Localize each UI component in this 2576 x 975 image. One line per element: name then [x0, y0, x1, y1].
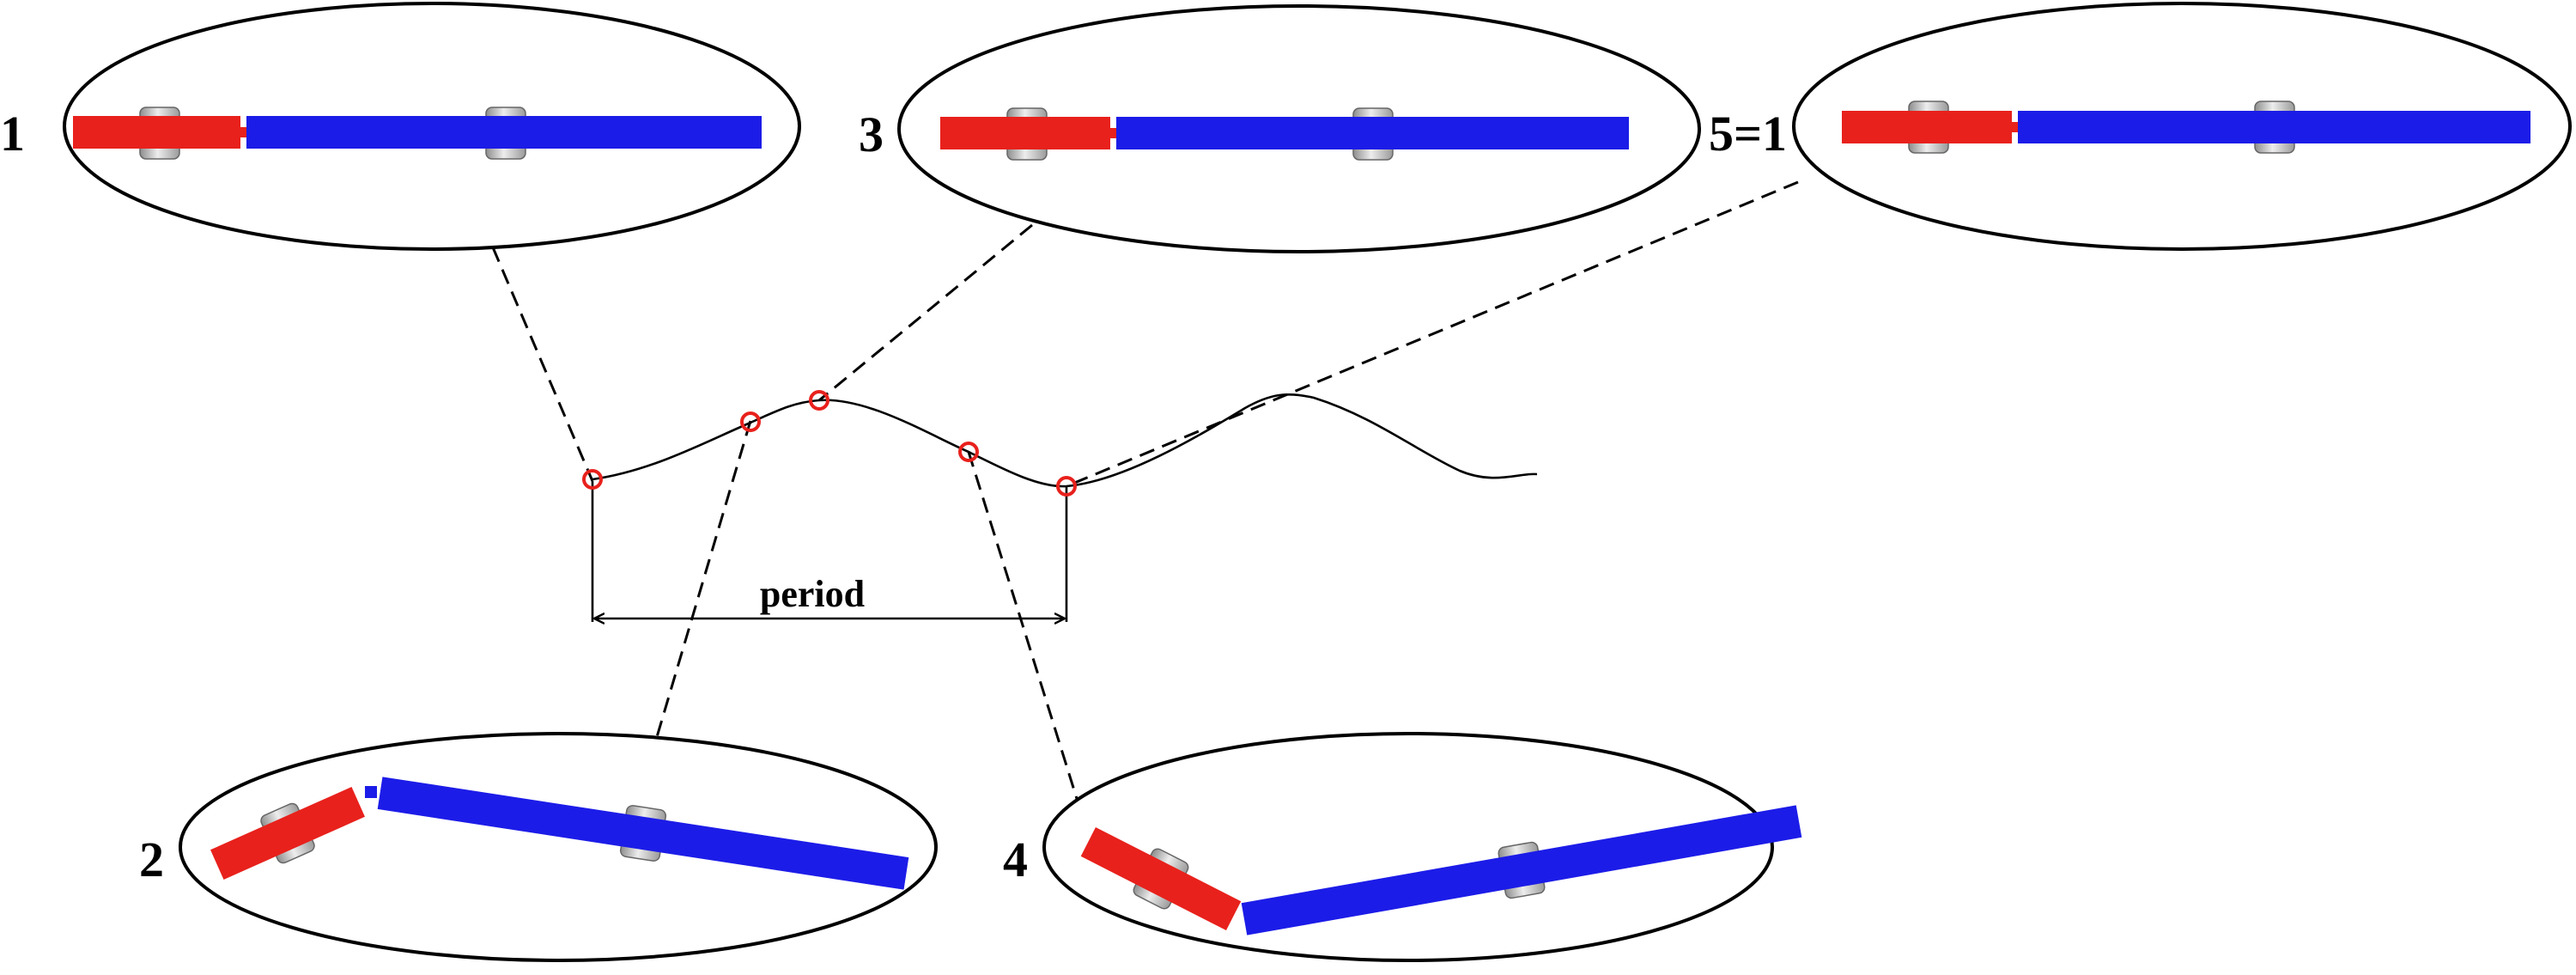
robot-phase-3 [940, 107, 1629, 161]
period-label: period [760, 573, 865, 615]
phase-4-callout: 4 [1003, 732, 1802, 962]
head-segment [73, 116, 240, 149]
phase-5-callout: 5=1 [1709, 2, 2572, 251]
robot-phase-2 [210, 777, 909, 890]
marker-phase-3 [809, 390, 829, 411]
leader-line-1 [491, 247, 594, 482]
head-segment [210, 787, 365, 880]
marker-phase-4 [958, 442, 979, 462]
leader-line-5 [1066, 180, 1799, 488]
marker-phase-1 [582, 469, 603, 490]
joint-connector-icon [1109, 128, 1117, 138]
phase-3-label: 3 [859, 107, 884, 162]
robot-phase-4 [1080, 805, 1802, 935]
joint-connector-icon [365, 786, 377, 798]
period-bracket: period [591, 481, 1068, 622]
leader-lines [491, 180, 1799, 805]
head-segment [1080, 826, 1242, 931]
body-segment [246, 116, 762, 149]
phase-markers [582, 390, 1077, 497]
leader-line-3 [818, 223, 1033, 402]
joint-connector-icon [239, 127, 247, 137]
head-segment [940, 117, 1110, 149]
phase-2-label: 2 [139, 832, 164, 887]
body-segment [377, 777, 909, 890]
phase-2-callout: 2 [139, 732, 938, 962]
phase-1-label: 1 [0, 106, 25, 161]
phase-5-label: 5=1 [1709, 106, 1787, 161]
body-segment [1116, 117, 1629, 149]
marker-phase-5 [1056, 476, 1077, 497]
phase-3-callout: 3 [859, 4, 1701, 253]
body-segment [2018, 111, 2530, 143]
leader-line-4 [967, 451, 1080, 805]
marker-phase-2 [740, 411, 761, 432]
phase-4-label: 4 [1003, 832, 1028, 887]
joint-connector-icon [2010, 122, 2019, 132]
leader-line-2 [653, 420, 752, 746]
robot-phase-5 [1842, 101, 2530, 154]
body-segment [1241, 805, 1802, 935]
robot-phase-1 [73, 107, 762, 160]
phase-1-callout: 1 [0, 2, 801, 251]
head-segment [1842, 111, 2012, 143]
